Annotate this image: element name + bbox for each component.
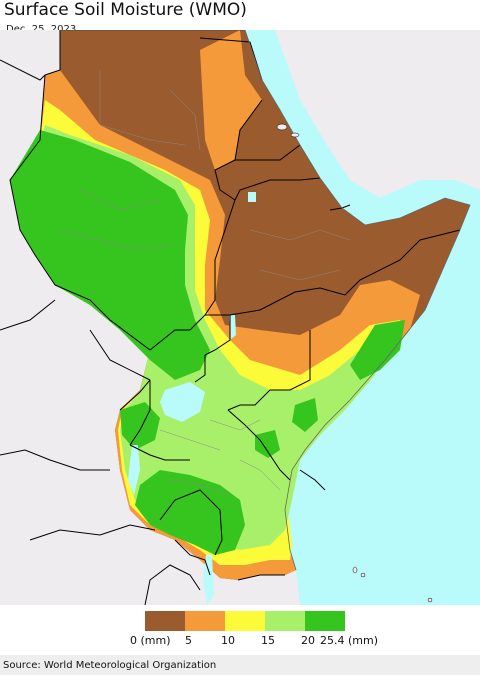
legend-swatch-5-10 bbox=[185, 611, 225, 631]
lake-victoria bbox=[160, 382, 205, 422]
source-bar: Source: World Meteorological Organizatio… bbox=[0, 655, 480, 675]
legend-tick-5: 5 bbox=[185, 634, 192, 647]
soil-moisture-map bbox=[0, 30, 480, 605]
legend-tick-15: 15 bbox=[261, 634, 275, 647]
legend-tick-25: 25.4 (mm) bbox=[320, 634, 379, 647]
moisture-darkgreen-west bbox=[10, 130, 210, 380]
country-borders bbox=[0, 30, 461, 605]
moisture-darkgreen-east bbox=[350, 320, 405, 380]
legend-tick-20: 20 bbox=[301, 634, 315, 647]
legend-swatch-10-15 bbox=[225, 611, 265, 631]
lake-tanganyika bbox=[128, 445, 140, 495]
admin-boundaries bbox=[59, 70, 351, 496]
moisture-darkgreen-west-lake bbox=[120, 402, 160, 450]
source-text: Source: World Meteorological Organizatio… bbox=[3, 660, 217, 671]
legend-tick-10: 10 bbox=[221, 634, 235, 647]
legend-swatch-20-25 bbox=[305, 611, 345, 631]
lake-turkana bbox=[229, 315, 236, 340]
legend-swatch-15-20 bbox=[265, 611, 305, 631]
map-date: Dec. 25, 2023 bbox=[6, 24, 77, 35]
moisture-orange-north bbox=[200, 30, 262, 170]
islands bbox=[276, 123, 433, 603]
arabia-land bbox=[275, 30, 480, 198]
moisture-darkgreen-south bbox=[135, 470, 245, 555]
moisture-darkgreen-tz bbox=[255, 430, 280, 458]
legend-tick-0: 0 (mm) bbox=[130, 634, 171, 647]
lake-tana bbox=[248, 192, 256, 202]
legend-ticks: 0 (mm) 5 10 15 20 25.4 (mm) bbox=[120, 634, 410, 648]
map-title: Surface Soil Moisture (WMO) bbox=[4, 0, 247, 20]
legend-swatch-0-5 bbox=[145, 611, 185, 631]
region-outline bbox=[60, 30, 471, 571]
lake-malawi bbox=[203, 555, 214, 605]
moisture-legend bbox=[145, 611, 345, 631]
moisture-darkgreen-kenya bbox=[292, 398, 318, 432]
